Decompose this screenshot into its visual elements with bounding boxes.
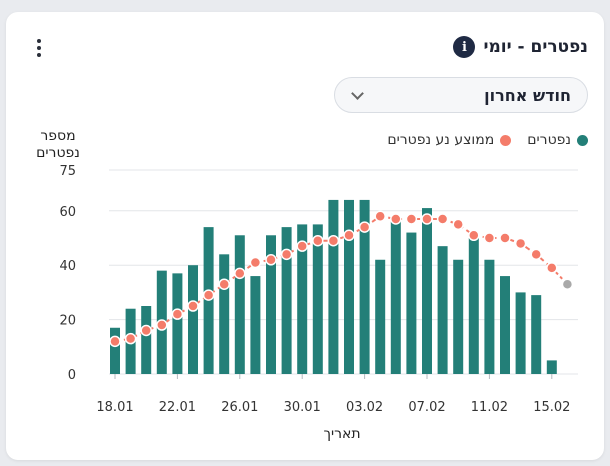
bar: [437, 246, 448, 374]
moving-average-point: [171, 308, 184, 320]
x-tick-label: 15.02: [533, 400, 570, 415]
bar: [266, 235, 276, 374]
moving-average-point: [514, 237, 527, 250]
moving-average-point: [234, 267, 246, 280]
moving-average-point: [358, 221, 371, 233]
bar: [281, 227, 292, 374]
legend-item-moving-average[interactable]: ממוצע נע נפטרים: [387, 132, 512, 148]
x-tick-label: 03.02: [346, 400, 383, 415]
moving-average-point: [546, 262, 558, 274]
moving-average-point: [405, 213, 418, 225]
bar: [250, 276, 261, 374]
card-title: נפטרים - יומי: [483, 37, 588, 57]
x-tick-label: 30.01: [284, 400, 321, 415]
moving-average-point: [499, 232, 511, 244]
legend-label-deaths: נפטרים: [527, 132, 571, 148]
moving-average-point: [296, 240, 308, 252]
y-tick-label: 75: [59, 164, 76, 179]
y-tick-label: 40: [59, 259, 76, 274]
legend-swatch-moving-average: [500, 134, 512, 146]
moving-average-point: [265, 254, 277, 266]
y-tick-label: 0: [68, 368, 76, 383]
bar: [375, 259, 386, 374]
info-icon[interactable]: i: [453, 36, 476, 58]
x-axis-ticks: 18.01 22.01 26.01 30.01 03.02 07.02 11.02 15.02: [96, 374, 570, 415]
y-axis-ticks: 0 20 40 60 75: [59, 164, 76, 383]
moving-average-point: [218, 278, 230, 290]
x-tick-label: 26.01: [221, 400, 258, 415]
bar: [406, 232, 417, 374]
moving-average-point: [249, 256, 262, 269]
bar: [110, 327, 120, 374]
bar: [484, 259, 495, 374]
x-tick-label: 18.01: [96, 400, 133, 415]
y-axis-title-line-2: נפטרים: [36, 145, 80, 161]
moving-average-point: [327, 234, 340, 247]
y-tick-label: 20: [59, 314, 76, 329]
bar: [359, 199, 370, 374]
y-axis-title: מספר נפטרים: [30, 128, 86, 162]
bar: [344, 199, 354, 374]
y-tick-label: 60: [59, 205, 76, 220]
x-axis-title: תאריך: [323, 426, 360, 442]
kebab-menu-icon[interactable]: [32, 36, 46, 60]
moving-average-point: [202, 289, 215, 301]
bars: [110, 199, 557, 374]
legend-swatch-deaths: [577, 134, 588, 146]
moving-average-point: [312, 234, 324, 247]
bar: [297, 224, 308, 374]
moving-average-line: [109, 210, 574, 348]
moving-average-point: [483, 232, 496, 244]
period-select[interactable]: חודש אחרון: [334, 77, 588, 113]
x-tick-label: 11.02: [471, 400, 508, 415]
bar: [546, 360, 557, 374]
moving-average-point: [468, 229, 480, 242]
grid-lines: [109, 169, 578, 375]
x-tick-label: 22.01: [159, 400, 196, 415]
moving-average-point: [124, 332, 137, 345]
moving-average-point: [343, 229, 355, 242]
moving-average-point: [421, 213, 433, 225]
moving-average-point: [530, 248, 542, 261]
bar: [468, 238, 479, 374]
moving-average-point: [187, 300, 199, 312]
bar: [328, 199, 339, 374]
bar: [172, 273, 183, 374]
legend-label-moving-average: ממוצע נע נפטרים: [387, 132, 495, 148]
bar: [500, 276, 510, 374]
y-axis-title-line-1: מספר: [40, 128, 76, 144]
bar: [531, 295, 542, 374]
bar: [515, 292, 526, 374]
bar: [141, 306, 152, 374]
moving-average-projected-point: [561, 278, 574, 290]
moving-average-point: [452, 218, 464, 231]
bar: [312, 224, 323, 374]
bar: [219, 254, 230, 374]
bar: [390, 218, 401, 374]
moving-average-point: [109, 335, 121, 348]
moving-average-point: [156, 319, 168, 331]
moving-average-point: [390, 213, 402, 225]
card-header: נפטרים - יומי i: [453, 36, 588, 58]
daily-deaths-chart: 0 20 40 60 75 18.01 22.01 26.01 30.01 03.02 07.02…: [59, 164, 578, 442]
legend-item-deaths[interactable]: נפטרים: [527, 132, 588, 148]
period-select-value: חודש אחרון: [484, 85, 571, 105]
bar: [453, 259, 464, 374]
bar: [234, 235, 245, 374]
x-tick-label: 07.02: [408, 400, 445, 415]
chart-legend: נפטרים ממוצע נע נפטרים: [336, 132, 588, 148]
moving-average-point: [140, 324, 152, 337]
bar: [422, 208, 432, 374]
chart-card: נפטרים - יומי i חודש אחרון נפטרים ממוצע …: [6, 12, 604, 460]
moving-average-point: [374, 210, 386, 222]
moving-average-point: [280, 248, 293, 261]
bar: [188, 265, 198, 374]
moving-average-point: [436, 213, 449, 225]
